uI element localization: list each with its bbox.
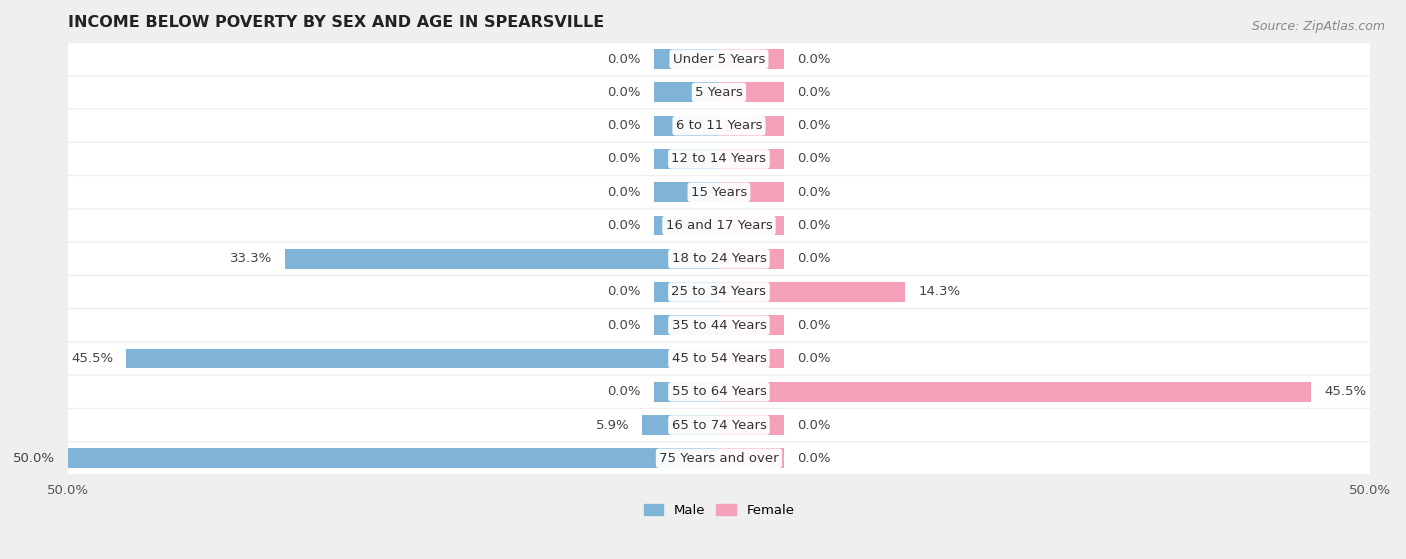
Bar (654, 216, 718, 235)
Bar (643, 415, 718, 435)
Bar (718, 349, 785, 368)
Text: INCOME BELOW POVERTY BY SEX AND AGE IN SPEARSVILLE: INCOME BELOW POVERTY BY SEX AND AGE IN S… (67, 15, 605, 30)
Text: 0.0%: 0.0% (797, 252, 831, 265)
Text: 0.0%: 0.0% (607, 119, 641, 132)
Bar (654, 182, 718, 202)
FancyBboxPatch shape (67, 210, 1369, 241)
Text: 0.0%: 0.0% (797, 419, 831, 432)
Bar (654, 116, 718, 136)
Text: 50.0%: 50.0% (13, 452, 55, 465)
Text: 0.0%: 0.0% (797, 53, 831, 65)
Bar (654, 49, 718, 69)
Text: 0.0%: 0.0% (607, 385, 641, 398)
Bar (718, 216, 785, 235)
Text: 15 Years: 15 Years (690, 186, 747, 198)
FancyBboxPatch shape (67, 409, 1369, 441)
Text: 0.0%: 0.0% (607, 219, 641, 232)
Bar (285, 249, 718, 269)
FancyBboxPatch shape (67, 176, 1369, 208)
Text: 0.0%: 0.0% (797, 352, 831, 365)
Text: 0.0%: 0.0% (607, 53, 641, 65)
Text: 0.0%: 0.0% (607, 319, 641, 331)
Text: 25 to 34 Years: 25 to 34 Years (672, 286, 766, 299)
Bar (718, 249, 785, 269)
Text: 0.0%: 0.0% (607, 153, 641, 165)
Text: 0.0%: 0.0% (797, 86, 831, 99)
Text: 5 Years: 5 Years (695, 86, 742, 99)
Bar (127, 349, 718, 368)
FancyBboxPatch shape (67, 110, 1369, 141)
Bar (718, 182, 785, 202)
Bar (718, 415, 785, 435)
FancyBboxPatch shape (67, 143, 1369, 175)
Bar (654, 382, 718, 402)
FancyBboxPatch shape (67, 276, 1369, 308)
Text: 45.5%: 45.5% (1324, 385, 1367, 398)
FancyBboxPatch shape (67, 343, 1369, 375)
Text: 0.0%: 0.0% (797, 119, 831, 132)
Text: 55 to 64 Years: 55 to 64 Years (672, 385, 766, 398)
Text: 35 to 44 Years: 35 to 44 Years (672, 319, 766, 331)
Text: 0.0%: 0.0% (607, 286, 641, 299)
Text: 0.0%: 0.0% (797, 452, 831, 465)
Text: 75 Years and over: 75 Years and over (659, 452, 779, 465)
Text: 5.9%: 5.9% (596, 419, 628, 432)
Bar (718, 315, 785, 335)
Text: 12 to 14 Years: 12 to 14 Years (672, 153, 766, 165)
Text: 45.5%: 45.5% (72, 352, 114, 365)
Text: 0.0%: 0.0% (797, 319, 831, 331)
FancyBboxPatch shape (67, 309, 1369, 341)
Bar (718, 282, 905, 302)
Text: 33.3%: 33.3% (231, 252, 273, 265)
Text: 65 to 74 Years: 65 to 74 Years (672, 419, 766, 432)
Bar (654, 149, 718, 169)
Bar (654, 282, 718, 302)
Text: 45 to 54 Years: 45 to 54 Years (672, 352, 766, 365)
Text: 0.0%: 0.0% (797, 153, 831, 165)
Text: 14.3%: 14.3% (918, 286, 960, 299)
Bar (718, 382, 1312, 402)
Text: 0.0%: 0.0% (797, 186, 831, 198)
Bar (718, 149, 785, 169)
Bar (718, 448, 785, 468)
Bar (718, 116, 785, 136)
Bar (718, 83, 785, 102)
Text: 0.0%: 0.0% (797, 219, 831, 232)
Text: Under 5 Years: Under 5 Years (672, 53, 765, 65)
Text: 6 to 11 Years: 6 to 11 Years (676, 119, 762, 132)
Bar (654, 83, 718, 102)
Text: 16 and 17 Years: 16 and 17 Years (665, 219, 772, 232)
Bar (654, 315, 718, 335)
FancyBboxPatch shape (67, 442, 1369, 474)
Bar (718, 49, 785, 69)
Text: 0.0%: 0.0% (607, 186, 641, 198)
FancyBboxPatch shape (67, 43, 1369, 75)
Text: Source: ZipAtlas.com: Source: ZipAtlas.com (1251, 20, 1385, 32)
Text: 0.0%: 0.0% (607, 86, 641, 99)
FancyBboxPatch shape (67, 243, 1369, 274)
Bar (67, 448, 718, 468)
FancyBboxPatch shape (67, 77, 1369, 108)
Text: 18 to 24 Years: 18 to 24 Years (672, 252, 766, 265)
Legend: Male, Female: Male, Female (638, 498, 800, 522)
FancyBboxPatch shape (67, 376, 1369, 408)
